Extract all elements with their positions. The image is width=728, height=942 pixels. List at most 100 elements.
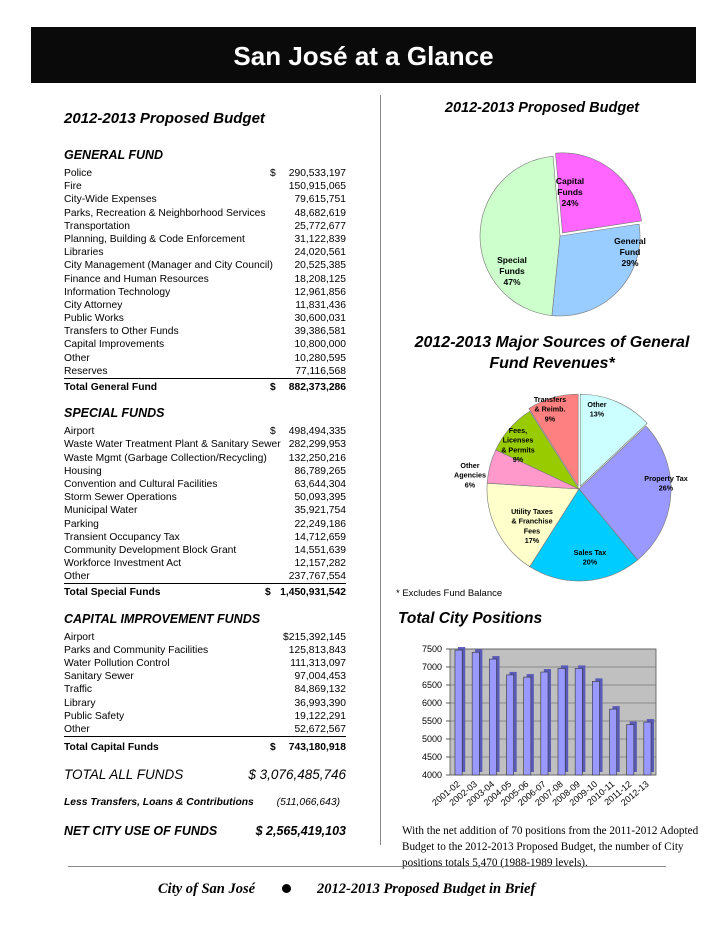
row-amount: 25,772,677 [294, 220, 346, 232]
row-label: Transportation [64, 220, 131, 232]
page-title: San José at a Glance [233, 41, 494, 71]
row-label: Other [64, 571, 90, 583]
y-tick-label: 4500 [422, 752, 442, 762]
row-label: Finance and Human Resources [64, 273, 209, 285]
total-all-funds: TOTAL ALL FUNDS $ 3,076,485,746 [64, 764, 346, 786]
row-label: Airport [64, 631, 95, 643]
general-fund-heading: GENERAL FUND [64, 148, 164, 162]
row-label: Parks, Recreation & Neighborhood Service… [64, 207, 266, 219]
row-amount: 14,551,639 [294, 544, 346, 556]
bar-2004-05 [506, 674, 514, 776]
row-amount: 12,157,282 [294, 558, 346, 570]
row-label: Capital Improvements [64, 339, 165, 351]
pie-slice-capital-funds [555, 152, 642, 234]
slice-label-utility-taxes-franchise-fees: Utility Taxes & Franchise Fees 17% [511, 507, 553, 545]
positions-chart-title: Total City Positions [398, 610, 543, 627]
special-funds-rows: Airport $498,494,335 Waste Water Treatment… [64, 425, 346, 585]
table-row: Sanitary Sewer 97,004,453 [64, 670, 346, 683]
budget-table: 2012-2013 Proposed Budget GENERAL FUND P… [64, 105, 346, 842]
table-row: Water Pollution Control 111,313,097 [64, 657, 346, 670]
y-tick-label: 6500 [422, 680, 442, 690]
slice-label-transfers-reimb: Transfers & Reimb. 9% [534, 395, 566, 423]
row-label: Fire [64, 181, 82, 193]
positions-note: With the net addition of 70 positions fr… [402, 825, 699, 869]
bar-2011-12 [626, 724, 635, 776]
special-funds-heading: SPECIAL FUNDS [64, 406, 165, 421]
table-row: Planning, Building & Code Enforcement 31,… [64, 233, 346, 246]
row-amount: 52,672,567 [294, 723, 346, 735]
table-row: Libraries 24,020,561 [64, 246, 346, 259]
row-label: Waste Water Treatment Plant & Sanitary S… [64, 439, 281, 451]
table-row: Waste Mgmt (Garbage Collection/Recycling… [64, 452, 346, 465]
general-fund-total: Total General Fund $ 882,373,286 [64, 381, 346, 394]
column-divider [380, 95, 381, 845]
row-label: Parks and Community Facilities [64, 644, 209, 656]
slice-label-general-fund: General Fund 29% [614, 236, 646, 268]
y-tick-label: 7500 [422, 644, 442, 654]
row-amount: 111,313,097 [290, 658, 346, 669]
net-city-label: NET CITY USE OF FUNDS [64, 824, 218, 839]
table-row: Public Works 30,600,031 [64, 312, 346, 325]
table-row: Airport $215,392,145 [64, 631, 346, 644]
total-all-amount: $ 3,076,485,746 [248, 767, 346, 783]
footer-doc: 2012-2013 Proposed Budget in Brief [317, 881, 536, 897]
y-tick-label: 5000 [422, 734, 442, 744]
slice-label-special-funds: Special Funds 47% [497, 255, 527, 287]
bar-2009-10 [592, 681, 600, 776]
table-row: Capital Improvements 10,800,000 [64, 338, 346, 351]
bar-2005-06 [523, 676, 532, 776]
row-amount: 36,993,390 [294, 697, 346, 709]
row-amount: 18,208,125 [294, 273, 346, 285]
row-label: Other [64, 723, 90, 735]
row-label: Police [64, 168, 93, 179]
bar-2010-11 [609, 708, 617, 776]
row-amount: 97,004,453 [294, 671, 346, 683]
table-row: Workforce Investment Act 12,157,282 [64, 557, 346, 570]
bar-2006-07 [540, 671, 549, 776]
row-label: Transient Occupancy Tax [64, 531, 180, 543]
row-label: Workforce Investment Act [64, 558, 182, 570]
row-amount: 10,800,000 [294, 339, 346, 351]
pie-slice-transfers-reimb [528, 393, 579, 488]
row-amount: 79,615,751 [294, 194, 346, 206]
table-row: Information Technology 12,961,856 [64, 286, 346, 299]
table-row: Transfers to Other Funds 39,386,581 [64, 325, 346, 338]
row-label: Reserves [64, 365, 108, 377]
table-row: City Attorney 11,831,436 [64, 299, 346, 312]
table-row: Public Safety 19,122,291 [64, 710, 346, 723]
page-banner: San José at a Glance [31, 27, 696, 83]
revenue-pie-chart: Other 13% Property Tax 26% Sales Tax 20% Utili… [454, 393, 688, 582]
total-dollar: $ [270, 382, 276, 393]
row-amount: 63,644,304 [294, 478, 346, 490]
row-label: Traffic [64, 684, 93, 696]
pie-slice-utility-taxes-franchise-fees [486, 482, 580, 568]
total-amount: 743,180,918 [288, 742, 346, 754]
row-label: Water Pollution Control [64, 658, 170, 669]
row-amount: 14,712,659 [294, 531, 346, 543]
table-row: Transportation 25,772,677 [64, 220, 346, 233]
row-label: Libraries [64, 247, 104, 259]
row-label: City Management (Manager and City Counci… [64, 260, 273, 272]
positions-bar-chart: 400045005000550060006500700075002001-022… [422, 644, 657, 808]
y-tick-label: 5500 [422, 716, 442, 726]
slice-label-other-agencies: Other Agencies 6% [454, 461, 486, 489]
row-amount: 77,116,568 [295, 365, 346, 377]
total-dollar: $ [265, 587, 271, 599]
less-transfers-amount: (511,066,643) [276, 797, 340, 809]
row-amount: $215,392,145 [283, 631, 346, 643]
row-label: Information Technology [64, 286, 171, 298]
row-dollar: $ [270, 168, 276, 179]
row-dollar: $ [270, 426, 276, 438]
row-label: Housing [64, 465, 102, 477]
table-row: Other 10,280,595 [64, 352, 346, 365]
budget-heading: 2012-2013 Proposed Budget [64, 110, 265, 127]
row-amount: 11,831,436 [295, 299, 346, 311]
table-row: Traffic 84,869,132 [64, 683, 346, 696]
budget-pie-chart: Capital Funds 24% General Fund 29% Special Fund… [479, 152, 646, 317]
row-label: Transfers to Other Funds [64, 326, 179, 338]
table-row: Storm Sewer Operations 50,093,395 [64, 491, 346, 504]
capital-funds-total: Total Capital Funds $ 743,180,918 [64, 741, 346, 754]
net-city-use: NET CITY USE OF FUNDS $ 2,565,419,103 [64, 820, 346, 842]
pie-slice-special-funds [479, 155, 561, 316]
table-row: City-Wide Expenses 79,615,751 [64, 193, 346, 206]
